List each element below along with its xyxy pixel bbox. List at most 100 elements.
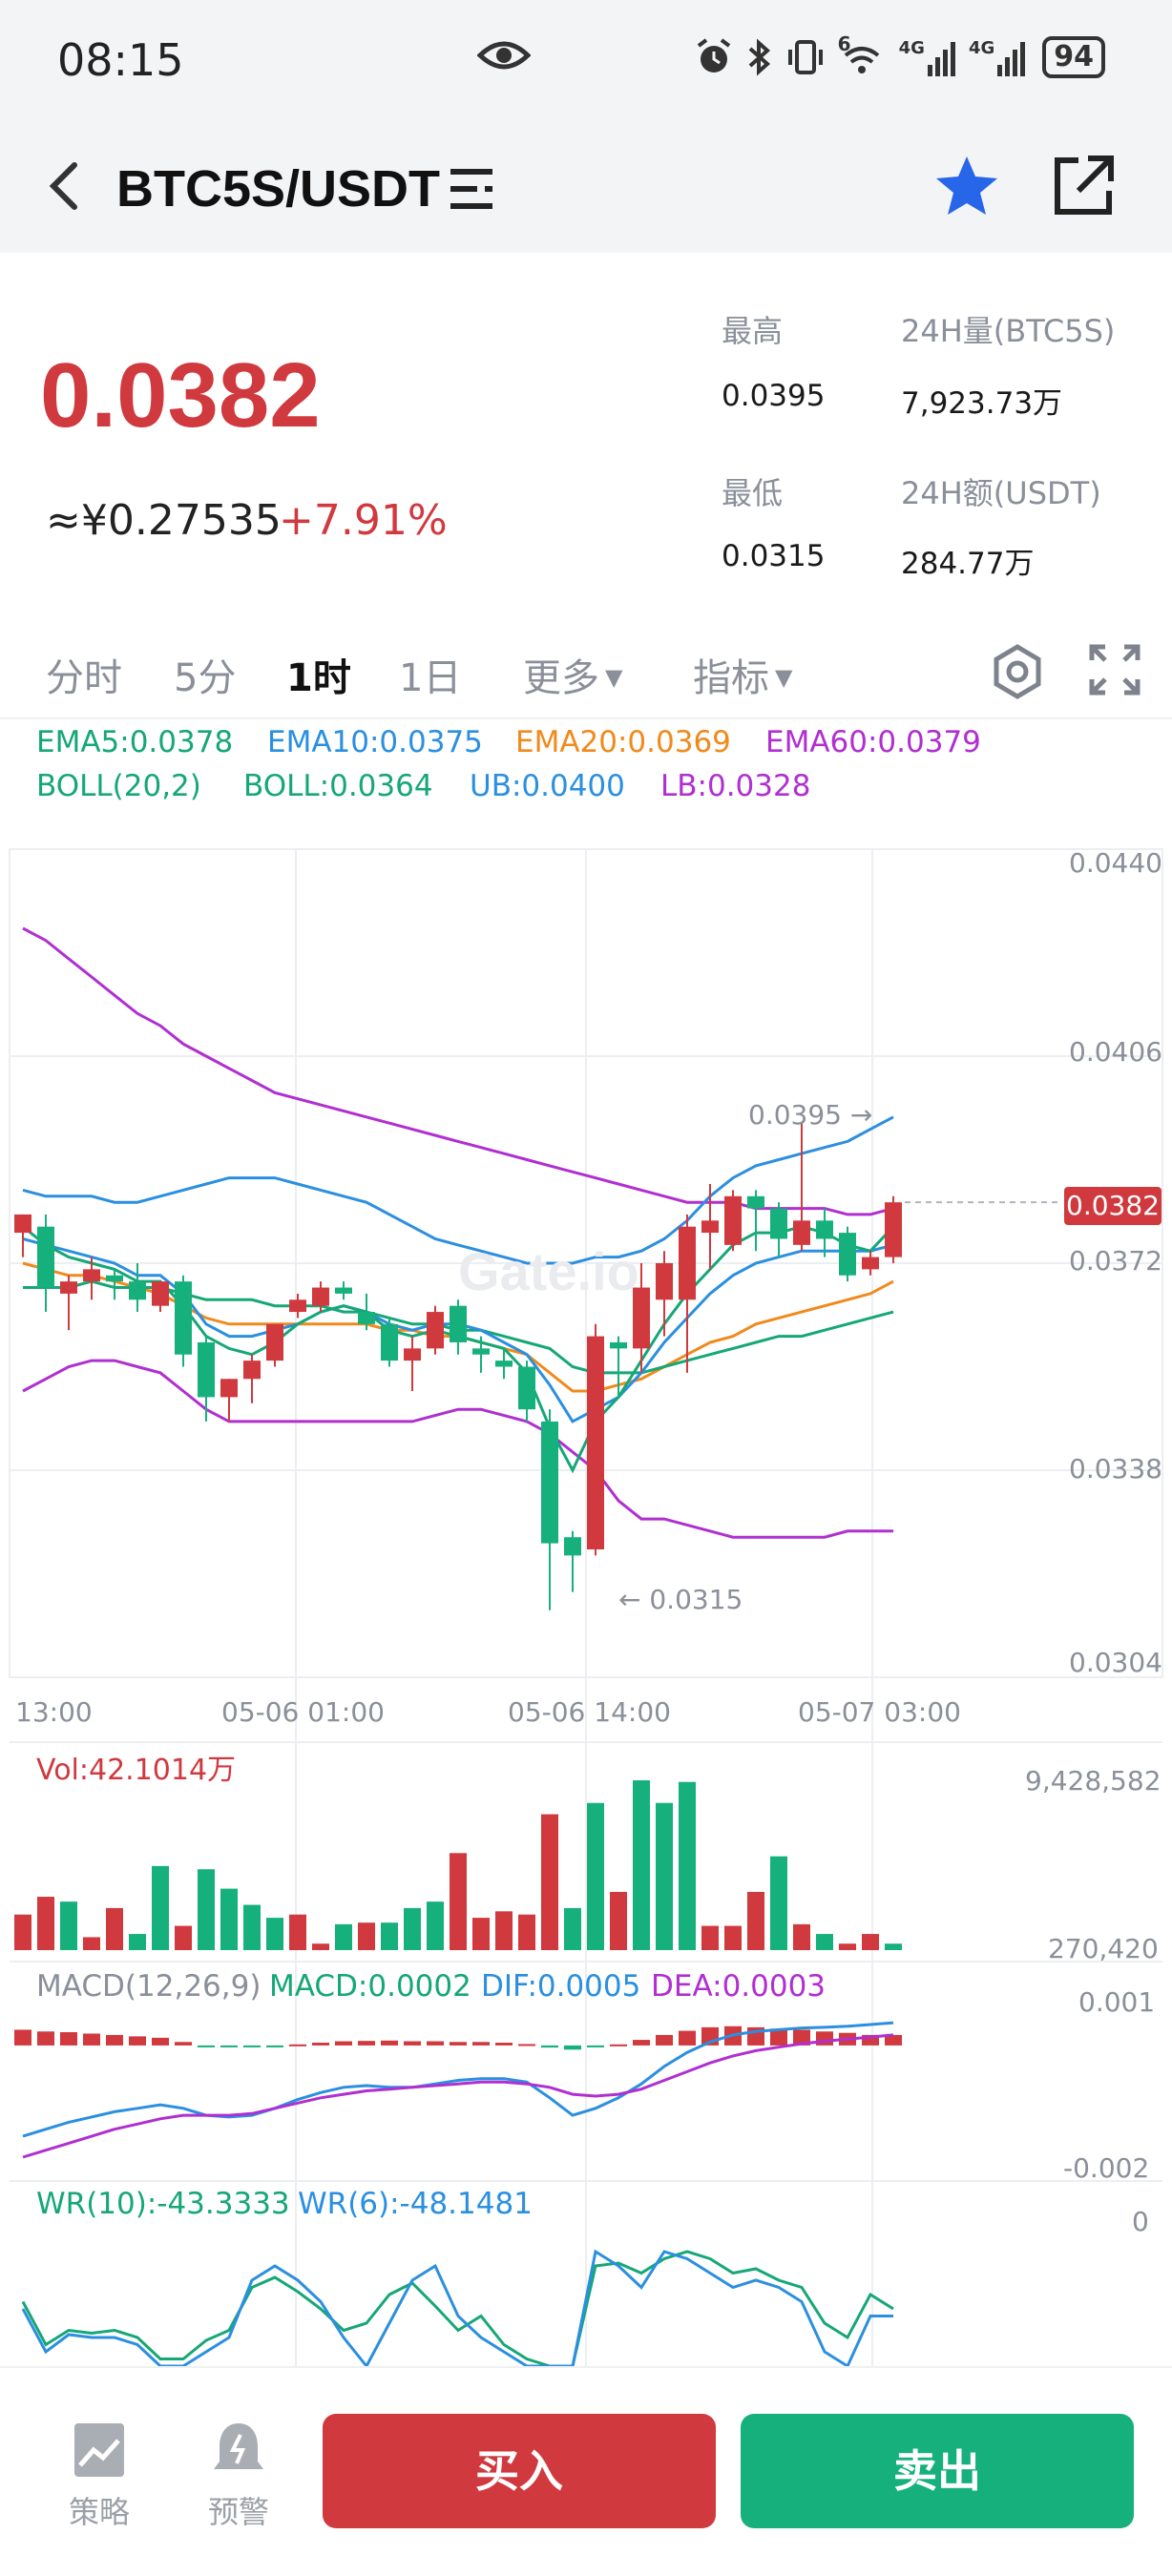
macd-bar bbox=[518, 2044, 535, 2046]
macd-bar bbox=[427, 2041, 444, 2046]
share-icon[interactable] bbox=[1050, 153, 1117, 223]
macd-bar bbox=[381, 2040, 398, 2046]
candle-body bbox=[358, 1312, 375, 1324]
eye-icon bbox=[476, 36, 532, 78]
fullscreen-icon[interactable] bbox=[1088, 643, 1141, 700]
legend-lb: LB:0.0328 bbox=[660, 769, 811, 803]
caret-down-icon: ▼ bbox=[605, 664, 623, 691]
interval-tabs: 分时 5分 1时 1日 更多 ▼ 指标 ▼ bbox=[0, 639, 1172, 712]
candle-body bbox=[587, 1336, 604, 1549]
macd-bar bbox=[633, 2040, 650, 2046]
volume-bar bbox=[129, 1934, 146, 1950]
dea-line bbox=[22, 2033, 894, 2159]
candle-body bbox=[885, 1202, 902, 1257]
x-tick-3: 05-06 14:00 bbox=[508, 1696, 671, 1728]
candle-body bbox=[335, 1287, 352, 1294]
volume-bar bbox=[60, 1901, 77, 1950]
tab-more-label: 更多 bbox=[523, 656, 599, 700]
amount-24h-label: 24H额(USDT) bbox=[901, 475, 1101, 511]
volume-bar bbox=[289, 1914, 306, 1950]
macd-bar bbox=[472, 2042, 490, 2046]
macd-bar bbox=[541, 2045, 558, 2048]
legend-ema10: EMA10:0.0375 bbox=[267, 725, 483, 759]
candle-body bbox=[220, 1379, 238, 1398]
chart-settings-icon[interactable] bbox=[989, 643, 1046, 704]
candle-body bbox=[816, 1220, 833, 1239]
strategy-label: 策略 bbox=[68, 2494, 130, 2530]
volume-bar bbox=[518, 1914, 535, 1950]
alert-button[interactable]: 预警 bbox=[200, 2420, 277, 2532]
volume-bar bbox=[862, 1934, 879, 1950]
volume-bar bbox=[358, 1922, 375, 1950]
volume-bar bbox=[450, 1853, 467, 1950]
kline-chart[interactable] bbox=[0, 0, 1172, 2366]
macd-bottom: -0.002 bbox=[1063, 2152, 1150, 2184]
caret-down-icon: ▼ bbox=[775, 664, 793, 691]
volume-bar bbox=[839, 1943, 856, 1950]
macd-bar bbox=[129, 2036, 146, 2046]
buy-button[interactable]: 买入 bbox=[323, 2414, 716, 2528]
macd-bar bbox=[335, 2041, 352, 2046]
volume-bar bbox=[701, 1925, 719, 1950]
macd-bar bbox=[404, 2041, 421, 2046]
pair-title[interactable]: BTC5S/USDT bbox=[116, 160, 441, 218]
current-price-tag: 0.0382 bbox=[1064, 1187, 1162, 1225]
battery-indicator: 94 bbox=[1042, 36, 1105, 78]
volume-bar bbox=[564, 1907, 581, 1950]
favorite-star-icon[interactable] bbox=[933, 153, 1000, 223]
candle-body bbox=[243, 1361, 261, 1380]
candle-body bbox=[60, 1281, 77, 1294]
candle-body bbox=[701, 1220, 719, 1234]
tab-divider bbox=[0, 717, 1172, 719]
candle-body bbox=[14, 1214, 31, 1234]
tab-more[interactable]: 更多 ▼ bbox=[523, 647, 622, 702]
bluetooth-icon bbox=[748, 38, 770, 76]
watermark-logo: Gate.io bbox=[458, 1241, 639, 1301]
candle-body bbox=[381, 1323, 398, 1361]
macd-bar bbox=[220, 2045, 238, 2047]
candle-body bbox=[724, 1195, 742, 1245]
volume-bar bbox=[37, 1897, 54, 1950]
volume-bar bbox=[335, 1923, 352, 1950]
candle-body bbox=[404, 1348, 421, 1361]
tab-1day[interactable]: 1日 bbox=[399, 656, 462, 700]
line-ema60 bbox=[22, 926, 894, 1216]
dif-value: DIF:0.0005 bbox=[481, 1969, 641, 2004]
last-price: 0.0382 bbox=[40, 344, 321, 447]
macd-bar bbox=[37, 2031, 54, 2046]
tab-indicators[interactable]: 指标 ▼ bbox=[693, 647, 792, 702]
macd-value: MACD:0.0002 bbox=[269, 1969, 471, 2004]
macd-bar bbox=[793, 2029, 810, 2046]
sell-button[interactable]: 卖出 bbox=[741, 2414, 1134, 2528]
volume-bar bbox=[106, 1907, 123, 1950]
tab-5min[interactable]: 5分 bbox=[174, 656, 237, 700]
dif-line bbox=[22, 2021, 894, 2138]
candle-body bbox=[106, 1275, 123, 1282]
high-label: 最高 bbox=[722, 313, 784, 349]
candle-body bbox=[472, 1348, 490, 1355]
back-button[interactable] bbox=[36, 156, 97, 217]
candle-body bbox=[747, 1195, 764, 1209]
dea-value: DEA:0.0003 bbox=[651, 1969, 827, 2004]
macd-bar bbox=[83, 2033, 100, 2046]
candle-body bbox=[839, 1233, 856, 1276]
volume-bar bbox=[220, 1888, 238, 1950]
candle-body bbox=[289, 1299, 306, 1313]
candle-body bbox=[427, 1312, 444, 1349]
price-change: +7.91% bbox=[279, 496, 448, 545]
volume-bar bbox=[793, 1923, 810, 1950]
macd-bar bbox=[266, 2045, 283, 2047]
macd-bar bbox=[175, 2042, 192, 2046]
wr6-value: WR(6):-48.1481 bbox=[298, 2187, 533, 2221]
pair-menu-icon[interactable] bbox=[449, 167, 496, 215]
tab-fenshi[interactable]: 分时 bbox=[46, 656, 122, 700]
x-tick-4: 05-07 03:00 bbox=[798, 1696, 961, 1728]
volume-24h-value: 7,923.73万 bbox=[901, 386, 1063, 421]
tab-1hour[interactable]: 1时 bbox=[286, 656, 351, 700]
price-cny: ≈¥0.27535 bbox=[46, 496, 282, 545]
macd-bar bbox=[656, 2034, 673, 2046]
strategy-button[interactable]: 策略 bbox=[61, 2420, 137, 2532]
legend-boll-params: BOLL(20,2) bbox=[36, 769, 201, 803]
macd-bar bbox=[358, 2041, 375, 2046]
signal-icon-1: 4G bbox=[899, 38, 955, 76]
